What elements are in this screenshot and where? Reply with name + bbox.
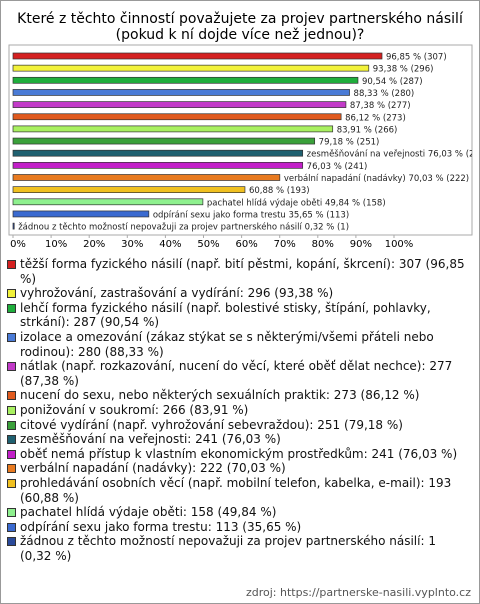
bar [12, 89, 350, 96]
bar [12, 101, 347, 108]
legend-marker [7, 260, 16, 269]
legend-text: verbální napadání (nadávky): 222 (70,03 … [20, 461, 286, 476]
legend-marker [7, 405, 16, 415]
value-label: 87,38 % (277) [350, 101, 411, 111]
legend-marker [7, 391, 16, 401]
legend-item: vyhrožování, zastrašování a vydírání: 29… [7, 286, 469, 301]
legend-text: prohledávání osobních věcí (např. mobiln… [20, 475, 452, 505]
plot: 96,85 % (307) 93,38 % (296) 90,54 % (287) 8… [12, 52, 479, 233]
bar [12, 137, 316, 145]
legend-item: citové vydírání (např. vyhrožování sebev… [7, 418, 469, 433]
legend-marker [7, 289, 16, 299]
legend-marker [7, 464, 16, 474]
legend-text: izolace a omezování (zákaz stýkat se s n… [20, 329, 434, 359]
bar [12, 64, 370, 72]
legend-item: nucení do sexu, nebo některých sexuálníc… [7, 388, 469, 403]
bar [12, 149, 304, 157]
value-label: 83,91 % (266) [337, 125, 398, 135]
bar [12, 174, 281, 181]
legend-text: vyhrožování, zastrašování a vydírání: 29… [20, 286, 334, 301]
chart-title: (pokud k ní dojde více než jednou)? [116, 27, 365, 43]
bar [12, 162, 304, 169]
bar [12, 125, 334, 133]
legend-marker [7, 303, 16, 313]
value-label: 96,85 % (307) [386, 53, 447, 63]
chart: Které z těchto činností považujete za pr… [8, 11, 479, 250]
bar [12, 76, 359, 84]
legend-text: nátlak (např. rozkazování, nucení do věc… [20, 359, 453, 388]
value-label: odpírání sexu jako forma trestu 35,65 % … [153, 210, 349, 220]
legend-text: žádnou z těchto možností nepovažuji za p… [20, 534, 436, 563]
legend-text: ponižování v soukromí: 266 (83,91 %) [20, 402, 249, 417]
value-label: 86,12 % (273) [345, 113, 406, 123]
legend-text: nucení do sexu, nebo některých sexuálníc… [20, 388, 420, 403]
value-label: verbální napadání (nadávky) 70,03 % (222… [284, 174, 469, 184]
legend-marker [7, 420, 16, 430]
legend-text: těžší forma fyzického násilí (např. bití… [20, 257, 465, 286]
legend-text: oběť nemá přístup k vlastním ekonomickým… [20, 446, 458, 461]
legend-marker [7, 449, 16, 459]
x-tick-label: 60% [235, 239, 257, 250]
legend-item: těžší forma fyzického násilí (např. bití… [7, 257, 469, 286]
source: zdroj: https://partnerske-nasili.vyplnto… [245, 586, 471, 599]
value-label: žádnou z těchto možností nepovažuji za p… [18, 222, 349, 233]
x-tick-label: 0% [10, 239, 26, 250]
legend-marker [7, 435, 16, 445]
bar [12, 198, 204, 206]
x-tick-label: 90% [350, 239, 372, 250]
x-tick-label: 100% [385, 239, 414, 250]
legend-item: zesměšňování na veřejnosti: 241 (76,03 %… [7, 432, 469, 447]
legend-item: prohledávání osobních věcí (např. mobiln… [7, 476, 469, 505]
bar [12, 186, 246, 193]
legend: těžší forma fyzického násilí (např. bití… [7, 257, 469, 563]
legend-item: žádnou z těchto možností nepovažuji za p… [7, 534, 469, 563]
value-label: 60,88 % (193) [249, 186, 310, 196]
legend-text: zesměšňování na veřejnosti: 241 (76,03 %… [20, 432, 281, 447]
x-tick-label: 30% [121, 239, 143, 250]
bar [12, 113, 342, 121]
legend-item: oběť nemá přístup k vlastním ekonomickým… [7, 447, 469, 462]
legend-marker [7, 362, 16, 372]
bar [12, 52, 383, 60]
x-tick-label: 80% [312, 239, 334, 250]
legend-item: izolace a omezování (zákaz stýkat se s n… [7, 330, 469, 359]
legend-item: odpírání sexu jako forma trestu: 113 (35… [7, 520, 469, 535]
x-tick-label: 70% [274, 239, 296, 250]
legend-item: nátlak (např. rozkazování, nucení do věc… [7, 359, 469, 388]
legend-text: lehčí forma fyzického násilí (např. bole… [20, 300, 431, 330]
x-tick-label: 40% [159, 239, 181, 250]
legend-item: pachatel hlídá výdaje oběti: 158 (49,84 … [7, 505, 469, 520]
value-label: 76,03 % (241) [307, 162, 368, 172]
value-label: 93,38 % (296) [373, 65, 434, 75]
legend-marker [7, 478, 16, 488]
value-label: 88,33 % (280) [354, 89, 415, 99]
x-tick-label: 50% [197, 239, 219, 250]
value-label: 90,54 % (287) [362, 77, 423, 87]
x-tick-label: 10% [45, 239, 67, 250]
legend-item: verbální napadání (nadávky): 222 (70,03 … [7, 461, 469, 476]
legend-item: lehčí forma fyzického násilí (např. bole… [7, 301, 469, 330]
legend-marker [7, 508, 16, 518]
legend-text: citové vydírání (např. vyhrožování sebev… [20, 417, 403, 432]
bar [12, 210, 150, 218]
value-label: 79,18 % (251) [319, 138, 380, 148]
value-label: zesměšňování na veřejnosti 76,03 % (241) [307, 149, 479, 160]
bar [12, 222, 15, 230]
legend-item: ponižování v soukromí: 266 (83,91 %) [7, 403, 469, 418]
legend-text: pachatel hlídá výdaje oběti: 158 (49,84 … [20, 505, 277, 520]
value-label: pachatel hlídá výdaje oběti 49,84 % (158… [207, 198, 386, 208]
legend-marker [7, 332, 16, 342]
x-tick-label: 20% [83, 239, 105, 250]
legend-marker [7, 537, 16, 547]
legend-marker [7, 522, 16, 532]
chart-title: Které z těchto činností považujete za pr… [17, 11, 464, 27]
legend-text: odpírání sexu jako forma trestu: 113 (35… [20, 519, 302, 534]
